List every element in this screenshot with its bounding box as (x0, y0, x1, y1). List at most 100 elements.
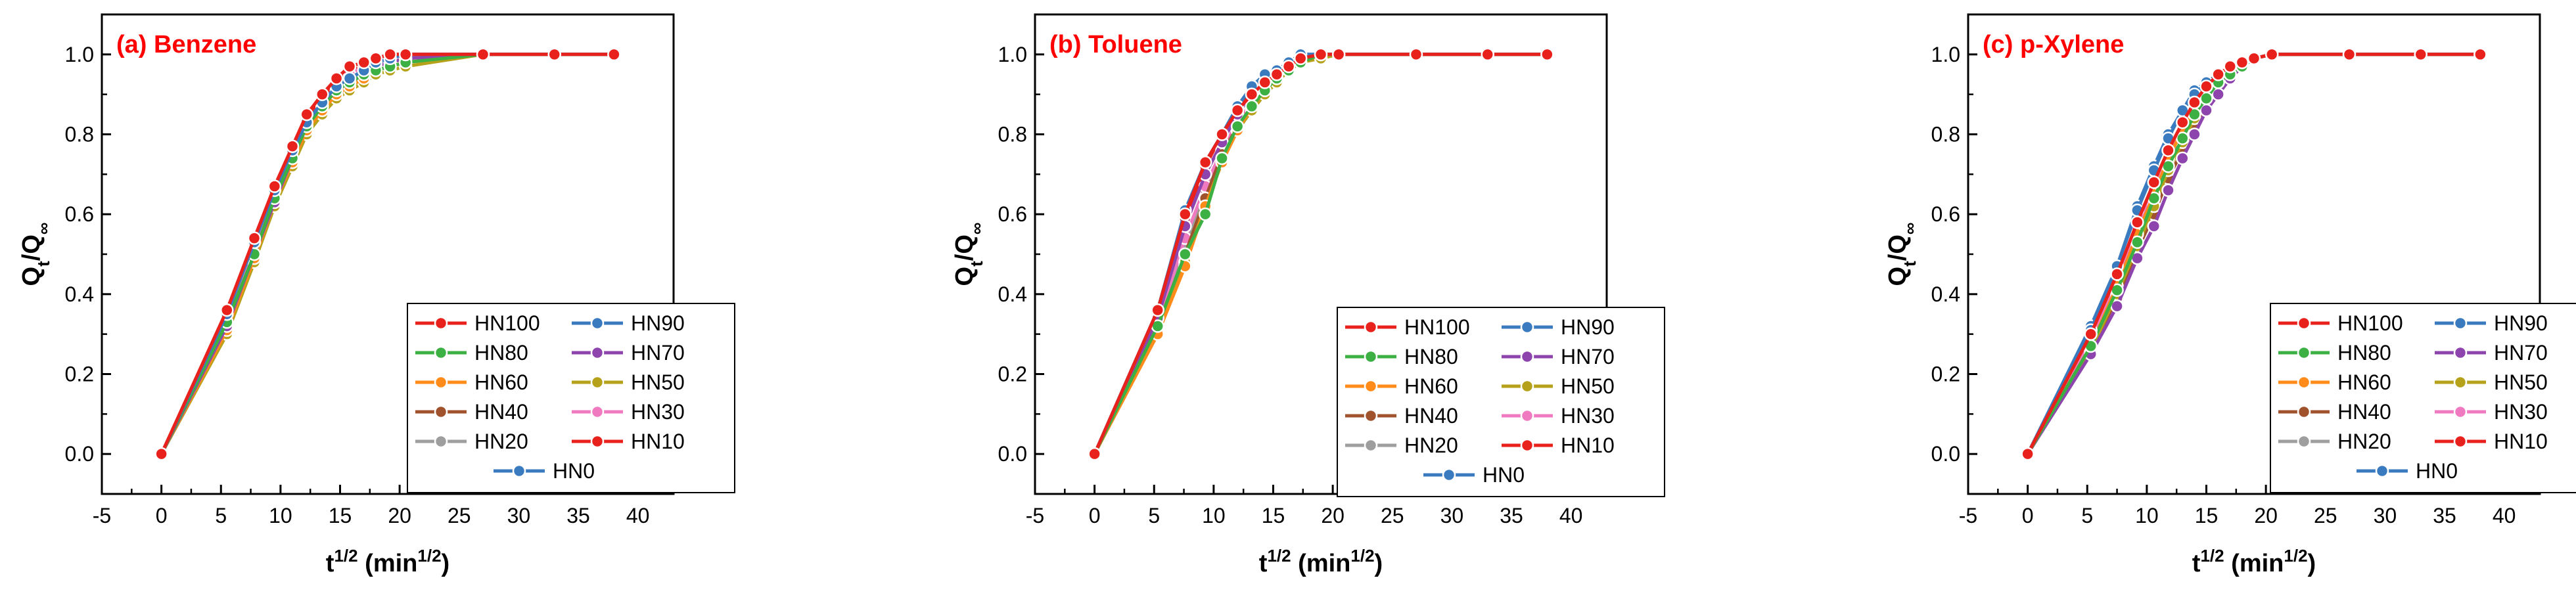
legend-label: HN40 (474, 400, 528, 424)
legend-item-hn70: HN70 (1502, 345, 1615, 368)
x-tick-label: 20 (2254, 504, 2278, 527)
y-tick-label: 0.6 (998, 202, 1027, 226)
x-tick-label: -5 (1026, 504, 1044, 527)
legend-marker (1364, 409, 1378, 423)
data-point (547, 47, 561, 62)
data-point (1178, 207, 1192, 221)
y-tick-label: 1.0 (65, 43, 94, 66)
legend-item-hn40: HN40 (2278, 400, 2391, 424)
x-tick-label: 35 (2433, 504, 2456, 527)
data-point (2265, 47, 2279, 62)
x-axis-title: t1/2 (min1/2) (2192, 546, 2316, 577)
data-point (1314, 47, 1328, 62)
series-line (1093, 53, 1548, 455)
legend-item-hn0: HN0 (494, 459, 595, 483)
xlabel-unit-exp: 1/2 (1350, 546, 1374, 566)
x-tick-label: 30 (2374, 504, 2397, 527)
legend-label: HN0 (1483, 463, 1525, 487)
legend-label: HN100 (2337, 311, 2403, 335)
legend-label: HN30 (1561, 404, 1615, 428)
data-point (1178, 247, 1192, 261)
data-point (2176, 151, 2190, 166)
legend-label: HN60 (2337, 370, 2391, 394)
data-point (1215, 151, 1229, 166)
xlabel-t: t (326, 550, 334, 577)
xlabel-t: t (2192, 550, 2201, 577)
legend-label: HN80 (2337, 341, 2391, 365)
legend: HN100 HN90 HN80 HN70 HN60 HN50 HN40 HN30 HN20 HN1… (407, 303, 735, 493)
data-point (1409, 47, 1423, 62)
legend-marker (1364, 349, 1378, 364)
data-point (1281, 59, 1296, 74)
y-tick-label: 0.8 (998, 123, 1027, 146)
data-point (1230, 103, 1245, 118)
ylabel-sub-inf: ∞ (967, 223, 986, 235)
data-point (267, 179, 282, 193)
ylabel-sub-inf: ∞ (34, 223, 53, 235)
chart-panel-2: -5 0 5 10 15 20 25 30 35 400.00.20.40.60.81.0t1/2… (951, 13, 1665, 577)
legend-item-hn70: HN70 (2435, 341, 2548, 365)
x-tick-label: 0 (156, 504, 168, 527)
legend-marker (2375, 464, 2389, 478)
legend-marker (1520, 320, 1534, 334)
data-point (154, 447, 168, 461)
legend-marker (590, 375, 605, 390)
legend-marker (1520, 438, 1534, 453)
legend-label: HN50 (1561, 374, 1615, 398)
y-tick-label: 0.0 (65, 442, 94, 466)
legend-marker (590, 434, 605, 449)
x-tick-label: 40 (1559, 504, 1583, 527)
legend-marker (1520, 409, 1534, 423)
x-tick-label: -5 (1959, 504, 1977, 527)
legend: HN100 HN90 HN80 HN70 HN60 HN50 HN40 HN30 HN20 HN1… (1337, 307, 1665, 497)
legend-marker (2297, 405, 2311, 419)
legend-marker (2453, 375, 2468, 390)
legend-label: HN10 (1561, 434, 1615, 457)
xlabel-exp: 1/2 (2200, 546, 2224, 566)
legend-item-hn100: HN100 (415, 311, 540, 335)
x-tick-label: 15 (2195, 504, 2219, 527)
xlabel-close: ) (2308, 550, 2316, 577)
data-point (2130, 235, 2144, 249)
legend-marker (1364, 320, 1378, 334)
x-tick-label: 10 (2135, 504, 2159, 527)
y-axis-title: Qt/Q∞ (951, 223, 986, 286)
legend-label: HN70 (1561, 345, 1615, 368)
x-tick-label: -5 (93, 504, 111, 527)
data-point (2147, 175, 2161, 189)
y-tick-label: 0.8 (1931, 123, 1960, 146)
legend-marker (2297, 434, 2311, 449)
x-tick-label: 15 (329, 504, 352, 527)
data-point (383, 47, 397, 62)
data-point (2147, 219, 2161, 233)
legend-label: HN50 (631, 370, 685, 394)
xlabel-unit: (min (358, 550, 418, 577)
series-hn100 (2021, 47, 2487, 461)
ylabel-sub-t: t (967, 261, 986, 267)
x-tick-label: 20 (1321, 504, 1345, 527)
data-point (2199, 79, 2213, 93)
ylabel-q: Q (18, 267, 45, 286)
y-axis-title: Qt/Q∞ (18, 223, 53, 286)
legend-item-hn100: HN100 (2278, 311, 2403, 335)
legend-item-hn90: HN90 (2435, 311, 2548, 335)
legend-box (407, 303, 735, 493)
legend-marker (1442, 468, 1456, 482)
data-point (357, 55, 371, 70)
x-tick-label: 25 (2314, 504, 2337, 527)
ylabel-sub-inf: ∞ (1900, 223, 1920, 235)
legend-marker (2297, 316, 2311, 330)
legend-marker (1520, 349, 1534, 364)
legend-marker (2453, 405, 2468, 419)
data-point (1245, 87, 1259, 101)
legend-item-hn0: HN0 (1423, 463, 1525, 487)
legend-label: HN10 (2494, 430, 2548, 453)
y-axis-title-group: Qt/Q∞ (951, 223, 986, 286)
data-point (1481, 47, 1494, 62)
data-point (2110, 267, 2124, 281)
y-tick-label: 0.0 (1931, 442, 1960, 466)
x-axis-title: t1/2 (min1/2) (326, 546, 449, 577)
legend-label: HN50 (2494, 370, 2548, 394)
x-tick-label: 35 (1500, 504, 1523, 527)
legend-label: HN80 (1404, 345, 1458, 368)
